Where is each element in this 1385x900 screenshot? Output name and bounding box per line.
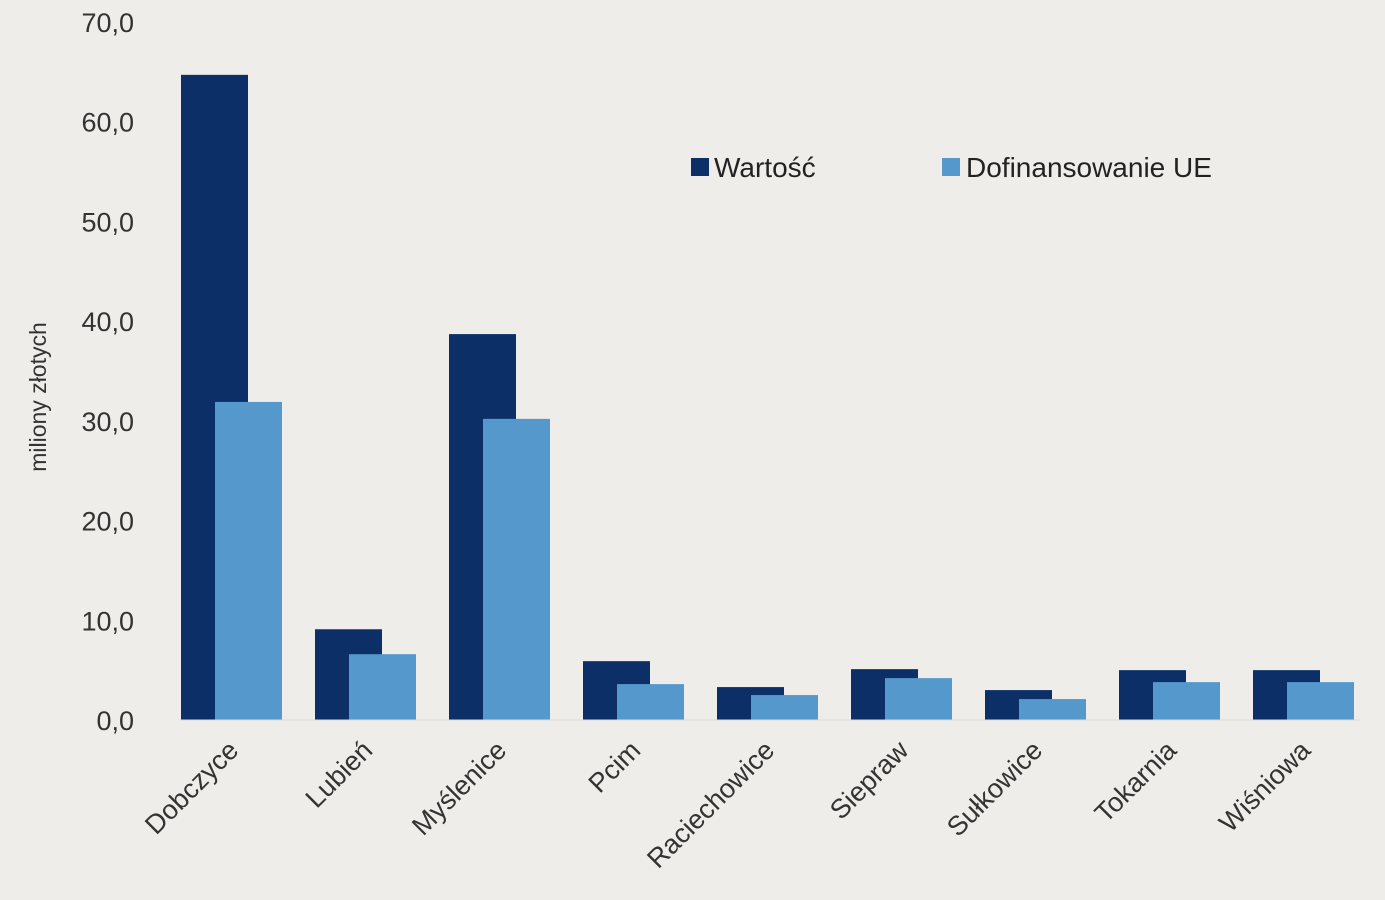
bar-dofinansowanie-7 [1153, 682, 1220, 720]
y-tick-label: 30,0 [81, 407, 134, 437]
bar-dofinansowanie-3 [617, 684, 684, 720]
bar-dofinansowanie-2 [483, 418, 550, 720]
x-category-label: Myślenice [406, 735, 512, 841]
y-axis-ticks: 0,0 10,0 20,0 30,0 40,0 50,0 60,0 70,0 [81, 8, 134, 736]
bars [181, 74, 1354, 720]
x-category-label: Sułkowice [941, 735, 1048, 842]
y-axis-label: miliony złotych [25, 322, 51, 472]
x-category-label: Wiśniowa [1213, 734, 1317, 838]
y-tick-label: 50,0 [81, 207, 134, 237]
y-tick-label: 0,0 [96, 706, 134, 736]
bar-dofinansowanie-8 [1287, 682, 1354, 720]
legend-swatch-wartosc [691, 158, 709, 176]
x-category-label: Lubień [300, 735, 379, 814]
y-tick-label: 60,0 [81, 108, 134, 138]
legend-swatch-dofinansowanie [942, 158, 960, 176]
bar-dofinansowanie-5 [885, 678, 952, 720]
bar-dofinansowanie-0 [215, 401, 282, 720]
bar-dofinansowanie-4 [751, 695, 818, 720]
x-category-label: Raciechowice [641, 735, 780, 874]
legend-label-dofinansowanie: Dofinansowanie UE [966, 152, 1212, 183]
y-tick-label: 70,0 [81, 8, 134, 38]
x-category-label: Tokarnia [1089, 734, 1183, 828]
legend[interactable]: Wartość Dofinansowanie UE [691, 152, 1212, 183]
y-tick-label: 10,0 [81, 606, 134, 636]
y-tick-label: 40,0 [81, 307, 134, 337]
y-tick-label: 20,0 [81, 507, 134, 537]
x-category-label: Dobczyce [139, 735, 244, 840]
x-category-label: Pcim [583, 735, 647, 799]
bar-dofinansowanie-1 [349, 654, 416, 720]
x-category-label: Siepraw [824, 735, 915, 826]
bar-dofinansowanie-6 [1019, 699, 1086, 720]
legend-label-wartosc: Wartość [714, 152, 816, 183]
